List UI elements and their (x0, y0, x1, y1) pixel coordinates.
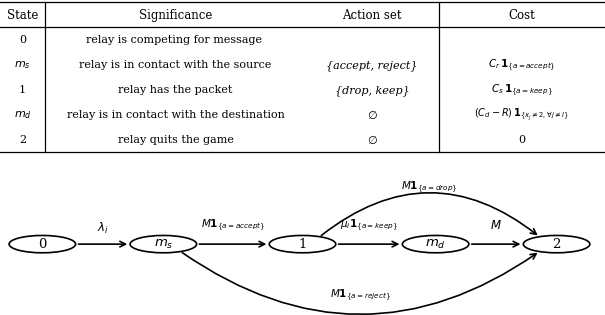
Text: 0: 0 (19, 35, 26, 45)
Text: $C_s\,\mathbf{1}_{\{a=\mathit{keep}\}}$: $C_s\,\mathbf{1}_{\{a=\mathit{keep}\}}$ (491, 82, 553, 98)
Text: $M\mathbf{1}_{\{a=\mathit{reject}\}}$: $M\mathbf{1}_{\{a=\mathit{reject}\}}$ (330, 287, 390, 303)
Text: 1: 1 (19, 85, 26, 95)
Text: $\emptyset$: $\emptyset$ (367, 109, 378, 121)
Text: relay is in contact with the destination: relay is in contact with the destination (67, 110, 284, 120)
Text: $M\mathbf{1}_{\{a=\mathit{drop}\}}$: $M\mathbf{1}_{\{a=\mathit{drop}\}}$ (401, 179, 458, 195)
Text: State: State (7, 9, 38, 21)
Text: relay quits the game: relay quits the game (117, 135, 234, 145)
Ellipse shape (269, 236, 336, 253)
Text: $\lambda_i$: $\lambda_i$ (97, 221, 109, 236)
Text: $(C_d-R)\,\mathbf{1}_{\{x_j\neq 2,\forall j\neq i\}}$: $(C_d-R)\,\mathbf{1}_{\{x_j\neq 2,\foral… (474, 107, 569, 123)
Ellipse shape (402, 236, 469, 253)
Text: relay has the packet: relay has the packet (118, 85, 233, 95)
Text: $m_s$: $m_s$ (15, 59, 31, 71)
Text: relay is in contact with the source: relay is in contact with the source (79, 60, 272, 70)
Text: $m_d$: $m_d$ (14, 109, 31, 121)
Text: $m_s$: $m_s$ (154, 238, 173, 251)
Text: 0: 0 (518, 135, 525, 145)
Text: 1: 1 (298, 238, 307, 251)
Text: {accept, reject}: {accept, reject} (326, 60, 418, 71)
Text: 2: 2 (552, 238, 561, 251)
Ellipse shape (130, 236, 197, 253)
Text: {drop, keep}: {drop, keep} (335, 85, 410, 95)
Text: $M\mathbf{1}_{\{a=\mathit{accept}\}}$: $M\mathbf{1}_{\{a=\mathit{accept}\}}$ (201, 217, 265, 233)
Text: relay is competing for message: relay is competing for message (86, 35, 265, 45)
Ellipse shape (523, 236, 590, 253)
Text: 0: 0 (38, 238, 47, 251)
Text: Cost: Cost (508, 9, 535, 21)
Text: Significance: Significance (139, 9, 212, 21)
Text: $C_r\,\mathbf{1}_{\{a=\mathit{accept}\}}$: $C_r\,\mathbf{1}_{\{a=\mathit{accept}\}}… (488, 57, 555, 73)
Text: $\mu_i\mathbf{1}_{\{a=\mathit{keep}\}}$: $\mu_i\mathbf{1}_{\{a=\mathit{keep}\}}$ (340, 217, 398, 233)
Text: $m_d$: $m_d$ (425, 238, 446, 251)
Text: $M$: $M$ (490, 219, 502, 232)
Text: 2: 2 (19, 135, 26, 145)
Text: Action set: Action set (342, 9, 402, 21)
Ellipse shape (9, 236, 76, 253)
Text: $\emptyset$: $\emptyset$ (367, 134, 378, 146)
